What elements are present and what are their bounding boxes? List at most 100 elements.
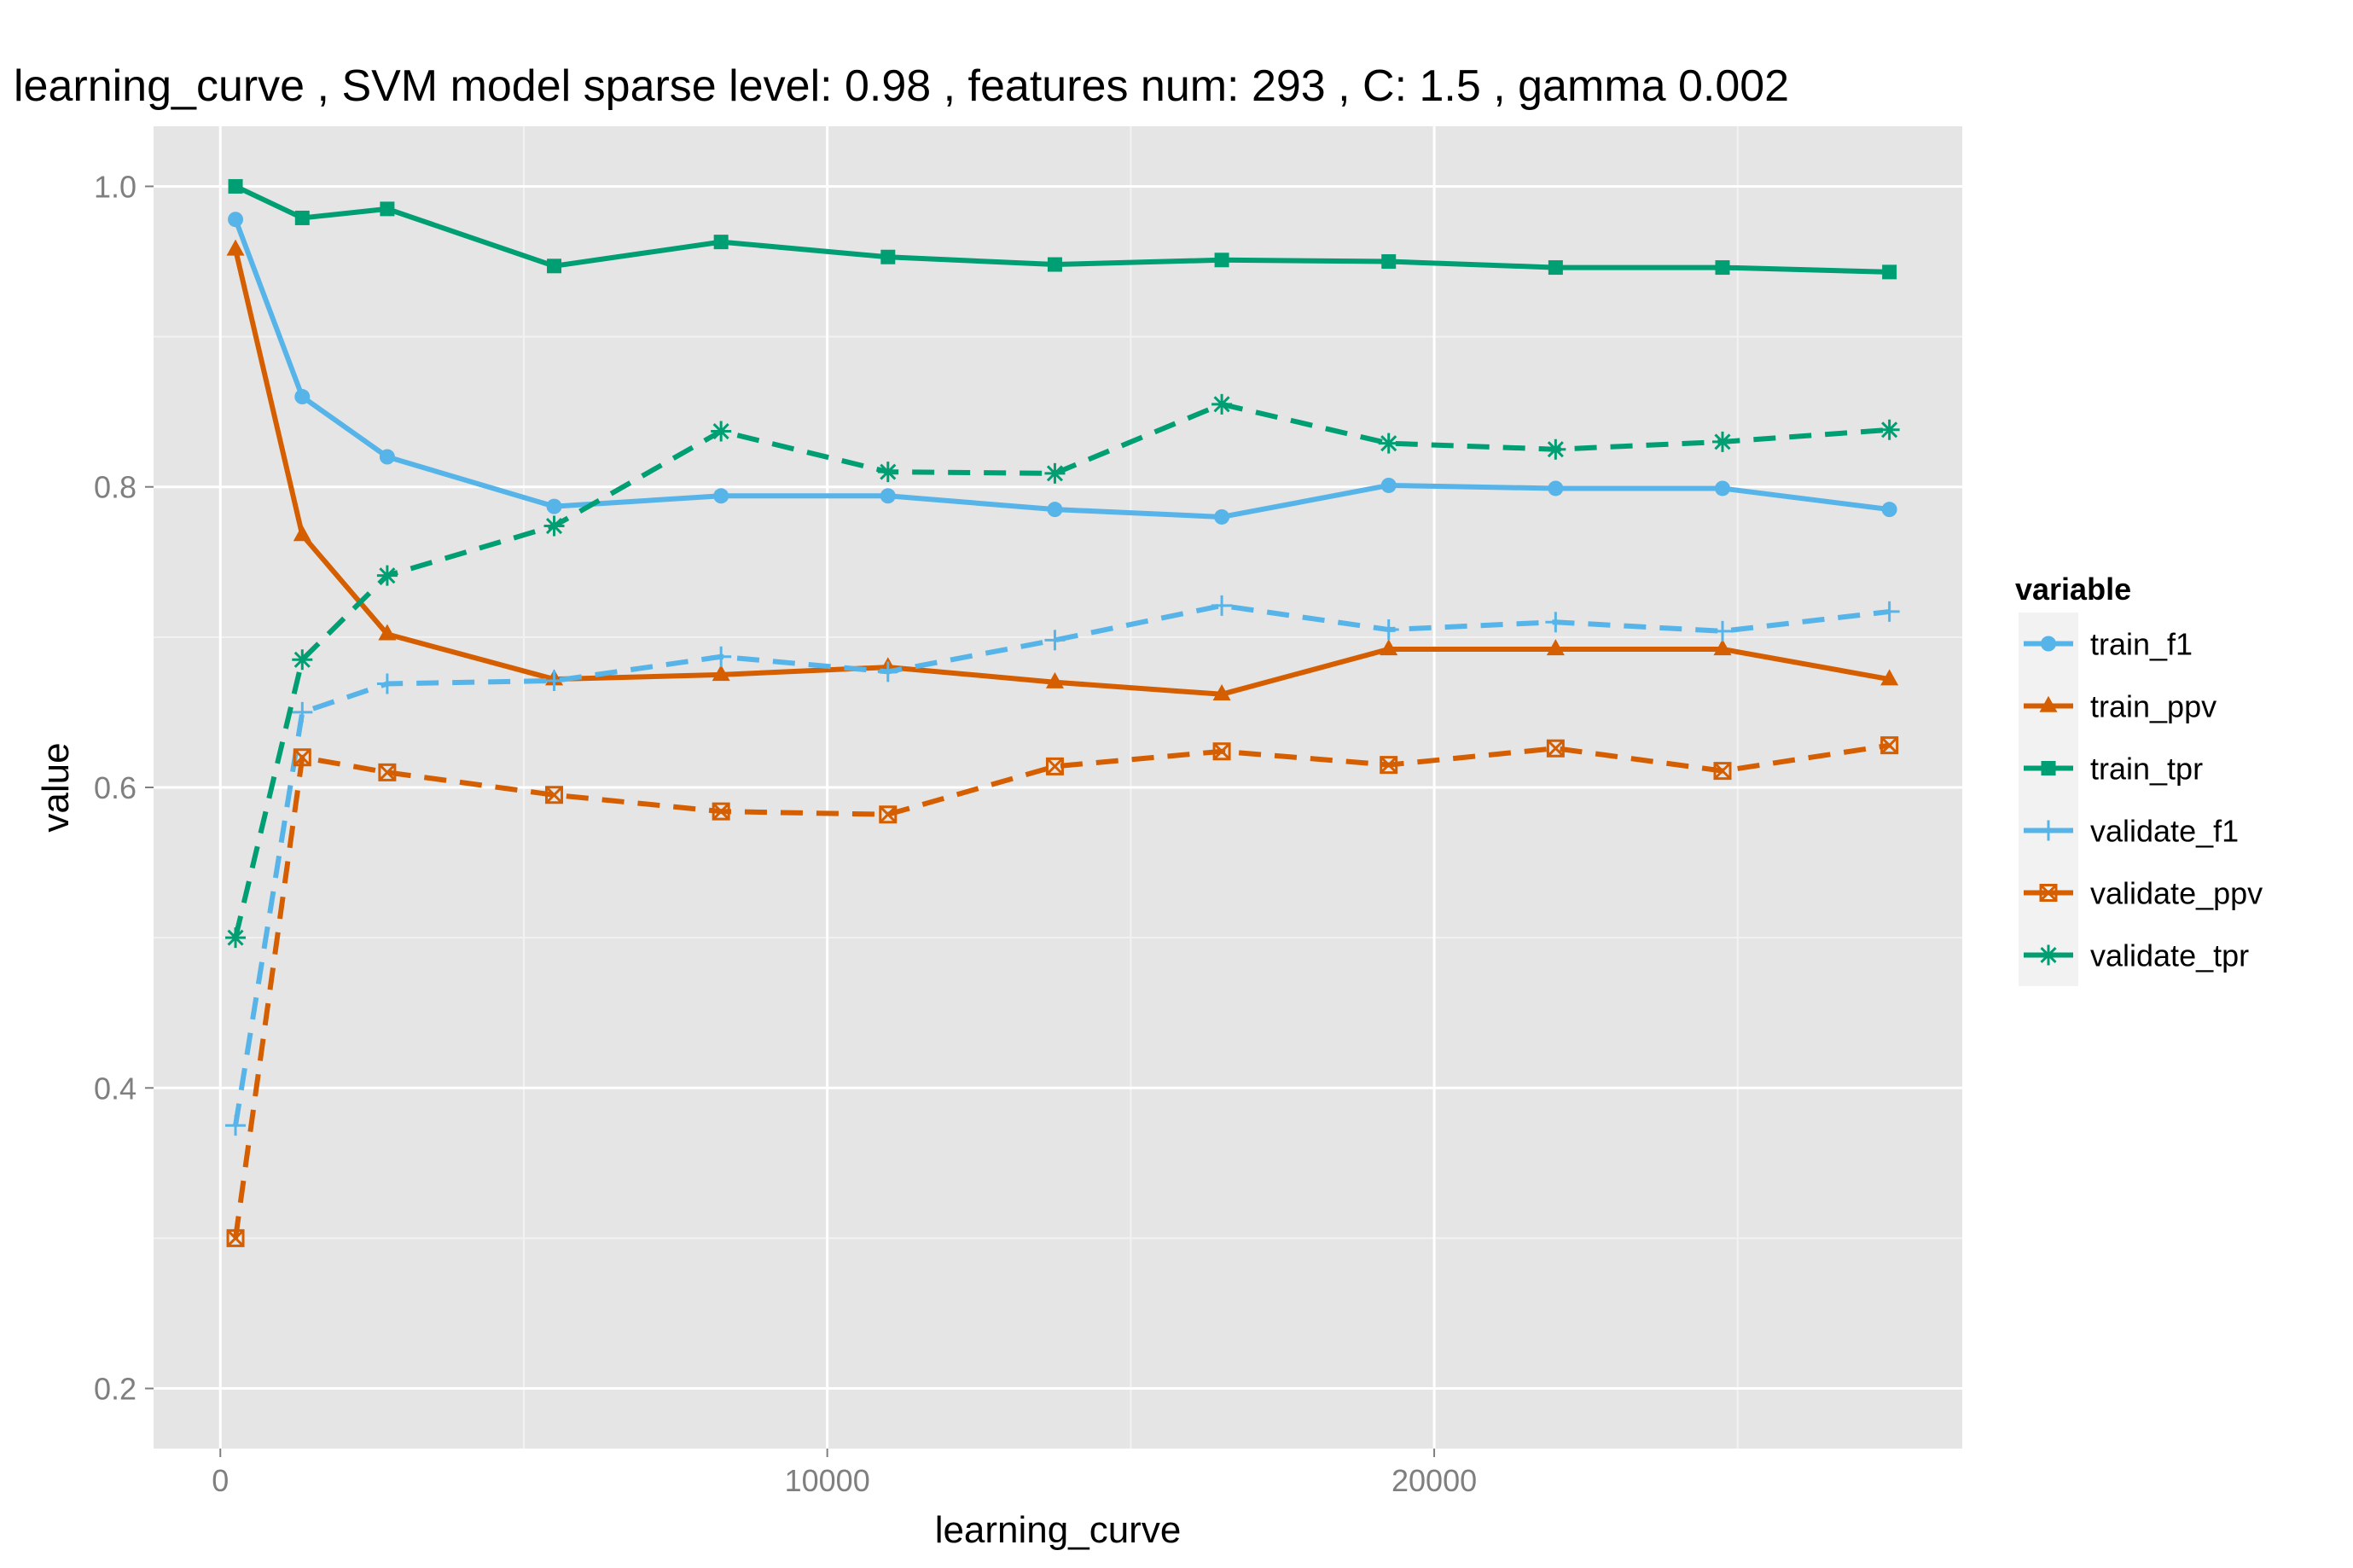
- data-point: [1711, 620, 1733, 642]
- legend-item-validate_ppv: validate_ppv: [2024, 876, 2263, 911]
- data-point: [1548, 260, 1563, 276]
- legend-label: validate_ppv: [2090, 876, 2263, 911]
- series-line: [233, 218, 1891, 520]
- data-point: [543, 670, 565, 691]
- data-point: [2041, 636, 2056, 652]
- series-line: [233, 742, 1891, 1239]
- data-point: [546, 498, 562, 514]
- data-point: [1882, 264, 1897, 280]
- data-point: [1711, 431, 1733, 452]
- data-point: [225, 927, 247, 949]
- legend-item-train_tpr: train_tpr: [2024, 752, 2203, 787]
- data-point: [712, 802, 730, 821]
- legend-items: train_f1 train_ppv train_tpr validate_f1val…: [2019, 613, 2263, 986]
- y-tick-label: 0.6: [94, 770, 137, 805]
- data-point: [1713, 639, 1732, 656]
- data-point: [1714, 480, 1730, 497]
- data-point: [294, 389, 311, 405]
- data-point: [713, 235, 729, 250]
- data-point: [545, 786, 564, 804]
- data-point: [378, 763, 397, 781]
- data-point: [1047, 257, 1062, 272]
- data-point: [1546, 739, 1565, 758]
- legend-item-validate_tpr: validate_tpr: [2024, 938, 2249, 973]
- legend-item-train_f1: train_f1: [2024, 627, 2193, 662]
- series-validate_f1: [225, 595, 1900, 1136]
- data-point: [226, 1228, 245, 1247]
- data-point: [1380, 639, 1398, 656]
- major-gridlines: [154, 126, 1962, 1449]
- data-point: [2039, 884, 2058, 902]
- data-point: [294, 210, 310, 225]
- x-tick-label: 0: [212, 1463, 229, 1498]
- y-tick-label: 0.4: [94, 1071, 137, 1106]
- data-point: [293, 748, 311, 767]
- data-point: [1548, 480, 1564, 497]
- data-point: [1212, 684, 1231, 701]
- data-point: [711, 646, 732, 667]
- data-point: [1880, 669, 1899, 686]
- data-point: [378, 624, 397, 641]
- data-point: [1715, 260, 1730, 276]
- series-train_f1: [228, 212, 1897, 525]
- data-point: [879, 805, 898, 824]
- data-point: [1546, 639, 1565, 656]
- data-point: [877, 661, 898, 682]
- data-point: [1212, 742, 1231, 761]
- data-point: [1380, 477, 1397, 493]
- x-axis-title: learning_curve: [935, 1509, 1182, 1551]
- data-point: [1713, 762, 1732, 781]
- legend-label: train_ppv: [2090, 689, 2216, 724]
- data-point: [228, 212, 244, 228]
- axes: 0 10000 20000 0.2 0.4 0.6 0.8 1.0: [94, 169, 1477, 1498]
- data-point: [880, 488, 896, 504]
- data-point: [379, 449, 395, 465]
- data-point: [1378, 433, 1399, 454]
- data-point: [226, 239, 245, 256]
- legend-item-validate_f1: validate_f1: [2024, 814, 2239, 849]
- data-point: [1880, 736, 1899, 755]
- legend-label: train_tpr: [2090, 752, 2203, 787]
- chart-title: learning_curve , SVM model sparse level:…: [14, 61, 1789, 111]
- data-point: [1545, 438, 1566, 460]
- data-point: [292, 701, 313, 723]
- data-point: [2039, 695, 2058, 712]
- series-line: [234, 183, 1890, 275]
- legend-label: validate_f1: [2090, 814, 2239, 849]
- data-point: [880, 249, 896, 264]
- series-validate_ppv: [226, 736, 1899, 1247]
- legend-title: variable: [2015, 572, 2131, 607]
- data-point: [1211, 393, 1233, 415]
- data-point: [1211, 595, 1233, 616]
- series-validate_tpr: [225, 393, 1900, 949]
- series-line: [233, 401, 1890, 938]
- data-point: [225, 1115, 247, 1136]
- y-axis-title: value: [35, 742, 77, 832]
- legend-item-train_ppv: train_ppv: [2024, 689, 2216, 724]
- data-point: [1044, 462, 1066, 484]
- y-tick-label: 0.2: [94, 1372, 137, 1407]
- data-point: [543, 515, 565, 537]
- data-point: [1381, 254, 1397, 270]
- data-point: [1044, 630, 1066, 651]
- data-point: [380, 201, 395, 217]
- data-point: [1378, 619, 1399, 641]
- legend-key-background: [2019, 613, 2078, 986]
- data-point: [1214, 508, 1230, 525]
- data-point: [1879, 601, 1900, 622]
- data-point: [376, 673, 398, 694]
- data-point: [711, 421, 732, 442]
- data-point: [1214, 253, 1229, 268]
- data-point: [2038, 944, 2059, 966]
- data-point: [1047, 502, 1063, 518]
- series-train_tpr: [228, 178, 1897, 280]
- data-point: [292, 649, 313, 671]
- series-line: [233, 248, 1891, 697]
- data-point: [877, 462, 898, 483]
- legend: variable train_f1 train_ppv train_tprvalid…: [2015, 572, 2263, 986]
- series-layer: [225, 178, 1900, 1247]
- legend-label: validate_tpr: [2090, 938, 2249, 973]
- y-tick-label: 1.0: [94, 169, 137, 204]
